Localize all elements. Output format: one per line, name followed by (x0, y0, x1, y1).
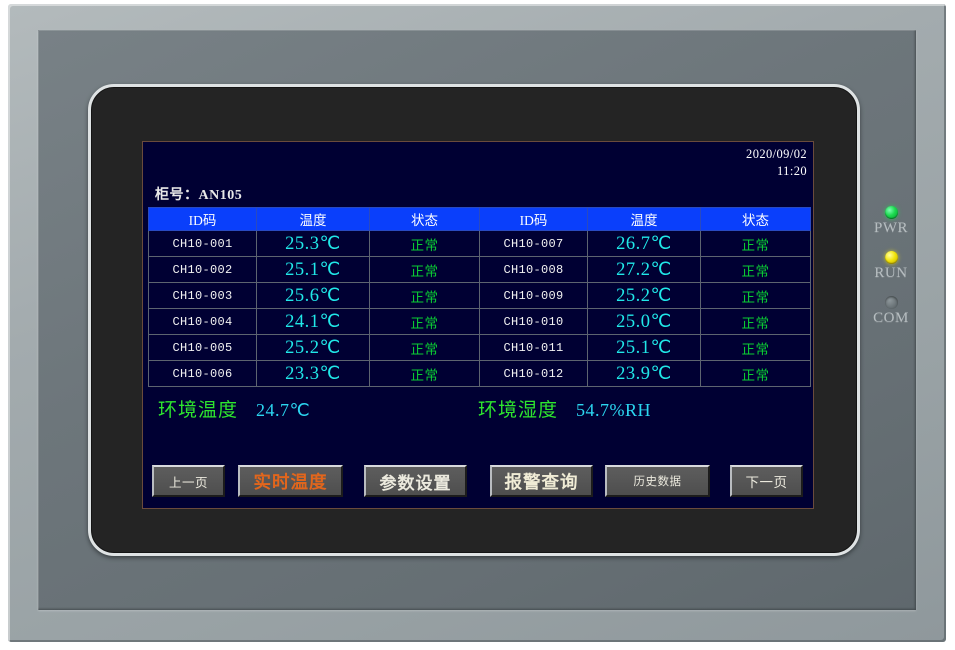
cell-status: 正常 (369, 308, 480, 335)
cell-status: 正常 (700, 230, 811, 257)
cell-id: CH10-003 (148, 282, 257, 309)
cell-id: CH10-007 (479, 230, 588, 257)
cell-id: CH10-012 (479, 360, 588, 387)
cell-status: 正常 (369, 256, 480, 283)
table-row: CH10-002 25.1℃ 正常 CH10-008 27.2℃ 正常 (148, 256, 811, 283)
table-row: CH10-003 25.6℃ 正常 CH10-009 25.2℃ 正常 (148, 282, 811, 309)
ambient-humidity-value: 54.7%RH (576, 400, 652, 420)
power-led-label: PWR (873, 220, 908, 236)
table-row: CH10-005 25.2℃ 正常 CH10-011 25.1℃ 正常 (148, 334, 811, 361)
com-led-label: COM (873, 310, 909, 326)
cell-id: CH10-005 (148, 334, 257, 361)
ambient-temperature-block: 环境温度 24.7℃ (158, 395, 310, 422)
led-group-pwr: PWR (868, 206, 914, 237)
cell-temp: 25.2℃ (587, 282, 701, 309)
power-led-icon (884, 206, 898, 219)
next-page-button[interactable]: 下一页 (730, 465, 803, 497)
col-header-id-right: ID码 (479, 207, 588, 231)
cell-id: CH10-001 (148, 230, 257, 257)
col-header-status-left: 状态 (369, 207, 480, 231)
table-row: CH10-006 23.3℃ 正常 CH10-012 23.9℃ 正常 (148, 360, 811, 387)
navigation-button-bar: 上一页 实时温度 参数设置 报警查询 历史数据 下一页 (143, 465, 813, 501)
cell-status: 正常 (369, 360, 480, 387)
table-row: CH10-001 25.3℃ 正常 CH10-007 26.7℃ 正常 (148, 230, 811, 257)
cell-id: CH10-010 (479, 308, 588, 335)
cell-status: 正常 (369, 282, 480, 309)
ambient-humidity-block: 环境湿度 54.7%RH (478, 395, 651, 422)
cell-temp: 23.3℃ (256, 360, 370, 387)
cell-temp: 25.3℃ (256, 230, 370, 257)
col-header-temp-left: 温度 (256, 207, 370, 231)
param-settings-button[interactable]: 参数设置 (364, 465, 467, 497)
cell-status: 正常 (369, 230, 480, 257)
cell-status: 正常 (700, 334, 811, 361)
col-header-status-right: 状态 (700, 207, 811, 231)
cell-status: 正常 (700, 282, 811, 309)
cell-id: CH10-002 (148, 256, 257, 283)
cell-id: CH10-004 (148, 308, 257, 335)
temperature-table: ID码 温度 状态 ID码 温度 状态 CH10-001 25.3℃ 正常 CH… (148, 207, 811, 387)
table-row: CH10-004 24.1℃ 正常 CH10-010 25.0℃ 正常 (148, 308, 811, 335)
cell-temp: 25.1℃ (256, 256, 370, 283)
col-header-temp-right: 温度 (587, 207, 701, 231)
date-text: 2020/09/02 (746, 147, 807, 161)
led-group-com: COM (868, 296, 914, 327)
cabinet-number-label: 柜号：AN105 (155, 188, 243, 203)
prev-page-button[interactable]: 上一页 (152, 465, 225, 497)
led-group-run: RUN (868, 251, 914, 282)
time-text: 11:20 (776, 164, 807, 178)
cell-temp: 25.2℃ (256, 334, 370, 361)
table-header-row: ID码 温度 状态 ID码 温度 状态 (148, 207, 811, 231)
ambient-humidity-label: 环境湿度 (478, 400, 559, 421)
col-header-id-left: ID码 (148, 207, 257, 231)
cell-temp: 25.0℃ (587, 308, 701, 335)
history-data-button[interactable]: 历史数据 (605, 465, 710, 497)
ambient-temperature-value: 24.7℃ (256, 400, 311, 420)
cell-temp: 23.9℃ (587, 360, 701, 387)
ambient-temperature-label: 环境温度 (158, 400, 239, 421)
datetime-display: 2020/09/02 11:20 (746, 146, 807, 180)
lcd-screen: 2020/09/02 11:20 柜号：AN105 ID码 温度 状态 ID码 … (142, 141, 814, 509)
cell-status: 正常 (369, 334, 480, 361)
alarm-query-button[interactable]: 报警查询 (490, 465, 593, 497)
cell-id: CH10-006 (148, 360, 257, 387)
status-led-strip: PWR RUN COM (868, 206, 914, 366)
cell-temp: 26.7℃ (587, 230, 701, 257)
realtime-temp-button[interactable]: 实时温度 (238, 465, 343, 497)
cell-status: 正常 (700, 360, 811, 387)
cell-temp: 27.2℃ (587, 256, 701, 283)
cell-status: 正常 (700, 308, 811, 335)
cell-id: CH10-008 (479, 256, 588, 283)
com-led-icon (884, 296, 898, 309)
cell-temp: 24.1℃ (256, 308, 370, 335)
cell-status: 正常 (700, 256, 811, 283)
cell-id: CH10-011 (479, 334, 588, 361)
cell-temp: 25.6℃ (256, 282, 370, 309)
run-led-label: RUN (874, 265, 908, 281)
cell-temp: 25.1℃ (587, 334, 701, 361)
cell-id: CH10-009 (479, 282, 588, 309)
environment-readings: 环境温度 24.7℃ 环境湿度 54.7%RH (148, 395, 810, 429)
run-led-icon (884, 251, 898, 264)
